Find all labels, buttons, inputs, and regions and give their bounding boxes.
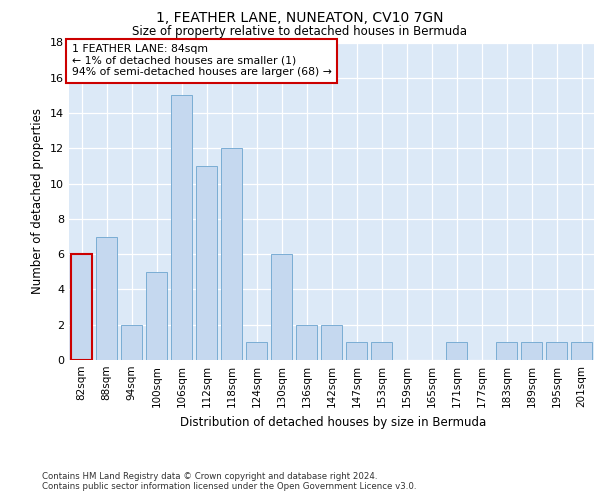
Bar [296,324,317,360]
Bar [196,166,217,360]
Bar [96,236,117,360]
Text: 1, FEATHER LANE, NUNEATON, CV10 7GN: 1, FEATHER LANE, NUNEATON, CV10 7GN [156,11,444,25]
Bar [171,96,192,360]
Text: Size of property relative to detached houses in Bermuda: Size of property relative to detached ho… [133,25,467,38]
Text: Contains HM Land Registry data © Crown copyright and database right 2024.: Contains HM Land Registry data © Crown c… [42,472,377,481]
Bar [146,272,167,360]
Y-axis label: Number of detached properties: Number of detached properties [31,108,44,294]
Bar [321,324,342,360]
Bar [271,254,292,360]
Text: Contains public sector information licensed under the Open Government Licence v3: Contains public sector information licen… [42,482,416,491]
Bar [346,342,367,360]
Bar [246,342,267,360]
Bar [221,148,242,360]
Bar [446,342,467,360]
Bar [121,324,142,360]
Bar [71,254,92,360]
Text: Distribution of detached houses by size in Bermuda: Distribution of detached houses by size … [180,416,486,429]
Bar [371,342,392,360]
Bar [521,342,542,360]
Bar [496,342,517,360]
Bar [571,342,592,360]
Text: 1 FEATHER LANE: 84sqm
← 1% of detached houses are smaller (1)
94% of semi-detach: 1 FEATHER LANE: 84sqm ← 1% of detached h… [71,44,331,78]
Bar [546,342,567,360]
